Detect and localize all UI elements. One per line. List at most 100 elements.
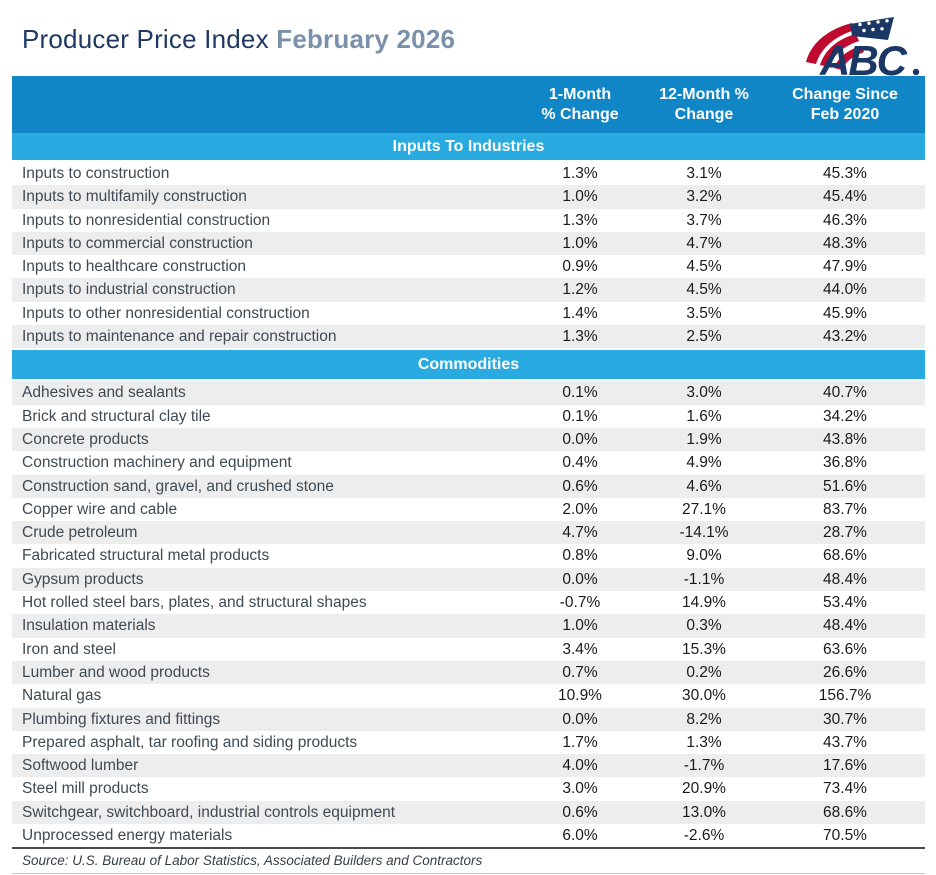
row-value: 48.4% (823, 570, 867, 588)
row-value: 3.1% (686, 165, 722, 182)
row-value: 51.6% (823, 477, 867, 495)
row-label: Inputs to maintenance and repair constru… (22, 328, 337, 346)
row-value: 0.2% (686, 663, 722, 681)
table-row: Inputs to commercial construction 1.0% 4.7… (12, 231, 925, 256)
row-value: -2.6% (683, 827, 725, 845)
row-label: Inputs to industrial construction (22, 281, 236, 299)
header-cell-1-month: 1-Month % Change (541, 85, 619, 123)
row-value: 63.6% (823, 640, 867, 658)
row-value: -0.7% (559, 594, 601, 612)
row-value: 0.9% (562, 258, 598, 276)
row-value: 0.6% (562, 803, 598, 821)
row-label: Crude petroleum (22, 524, 138, 542)
row-value: 46.3% (823, 211, 867, 229)
row-value: 45.4% (823, 188, 867, 206)
table-row: Steel mill products 3.0% 20.9% 73.4% (12, 777, 925, 801)
table-header-row: 1-Month % Change 12-Month % Change Chang… (12, 76, 925, 133)
row-label: Unprocessed energy materials (22, 827, 233, 845)
section-header: Inputs To Industries (12, 133, 925, 162)
row-value: 1.3% (562, 165, 598, 182)
row-value: 0.7% (562, 663, 598, 681)
row-value: 0.1% (562, 407, 598, 425)
table-row: Plumbing fixtures and fittings 0.0% 8.2% 30… (12, 707, 925, 731)
page-title-accent: February 2026 (276, 24, 456, 54)
row-value: 15.3% (682, 640, 726, 658)
row-value: 83.7% (823, 500, 867, 518)
row-label: Construction sand, gravel, and crushed s… (22, 477, 334, 495)
row-value: 1.0% (562, 617, 598, 635)
table-row: Inputs to other nonresidential construct… (12, 301, 925, 326)
row-value: 70.5% (823, 827, 867, 845)
table-bottom-rule (12, 847, 925, 850)
row-value: 10.9% (558, 687, 602, 705)
row-value: 45.3% (823, 165, 867, 182)
table-row: Gypsum products 0.0% -1.1% 48.4% (12, 567, 925, 592)
row-value: 43.2% (823, 328, 867, 346)
row-label: Lumber and wood products (22, 663, 210, 681)
row-label: Construction machinery and equipment (22, 454, 292, 472)
row-label: Fabricated structural metal products (22, 547, 270, 565)
ppi-table: 1-Month % Change 12-Month % Change Chang… (12, 76, 925, 875)
row-value: 34.2% (823, 407, 867, 425)
row-value: 6.0% (562, 827, 598, 845)
row-value: 43.8% (823, 430, 867, 448)
table-row: Crude petroleum 4.7% -14.1% 28.7% (12, 521, 925, 545)
row-value: 73.4% (823, 780, 867, 798)
row-label: Steel mill products (22, 780, 149, 798)
page-title: Producer Price Index February 2026 (22, 16, 455, 55)
row-value: 4.0% (562, 757, 598, 775)
row-value: 1.3% (562, 328, 598, 346)
row-label: Inputs to nonresidential construction (22, 211, 271, 229)
row-value: 9.0% (686, 547, 722, 565)
row-label: Adhesives and sealants (22, 384, 186, 402)
row-label: Softwood lumber (22, 757, 139, 775)
table-row: Concrete products 0.0% 1.9% 43.8% (12, 427, 925, 452)
row-value: 30.7% (823, 710, 867, 728)
table-row: Lumber and wood products 0.7% 0.2% 26.6% (12, 660, 925, 685)
table-row: Insulation materials 1.0% 0.3% 48.4% (12, 614, 925, 638)
row-value: 3.5% (686, 304, 722, 322)
row-label: Inputs to commercial construction (22, 234, 253, 252)
row-value: 14.9% (682, 594, 726, 612)
row-label: Inputs to multifamily construction (22, 188, 247, 206)
row-value: 0.6% (562, 477, 598, 495)
row-label: Plumbing fixtures and fittings (22, 710, 221, 728)
row-value: 0.8% (562, 547, 598, 565)
report-header: Producer Price Index February 2026 ABC (0, 0, 936, 82)
header-cell-12-month: 12-Month % Change (659, 85, 749, 123)
table-row: Inputs to multifamily construction 1.0% 3.… (12, 185, 925, 209)
row-label: Concrete products (22, 430, 149, 448)
row-value: 2.0% (562, 500, 598, 518)
row-label: Inputs to construction (22, 165, 170, 182)
row-label: Brick and structural clay tile (22, 407, 211, 425)
row-value: 8.2% (686, 710, 722, 728)
row-value: -1.7% (683, 757, 725, 775)
row-value: 0.0% (562, 570, 598, 588)
row-label: Gypsum products (22, 570, 144, 588)
row-label: Inputs to other nonresidential construct… (22, 304, 310, 322)
row-value: 3.4% (562, 640, 598, 658)
table-row: Inputs to healthcare construction 0.9% 4.5… (12, 255, 925, 279)
row-value: 68.6% (823, 547, 867, 565)
row-value: 1.3% (686, 733, 722, 751)
row-value: 3.0% (562, 780, 598, 798)
row-value: 3.7% (686, 211, 722, 229)
row-value: -1.1% (683, 570, 725, 588)
table-row: Construction machinery and equipment 0.4%… (12, 451, 925, 475)
table-row: Hot rolled steel bars, plates, and struc… (12, 591, 925, 615)
row-value: 43.7% (823, 733, 867, 751)
row-value: -14.1% (679, 524, 729, 542)
table-row: Copper wire and cable 2.0% 27.1% 83.7% (12, 497, 925, 522)
row-label: Iron and steel (22, 640, 116, 658)
table-row: Switchgear, switchboard, industrial cont… (12, 800, 925, 825)
table-row: Iron and steel 3.4% 15.3% 63.6% (12, 637, 925, 661)
page-title-main: Producer Price Index (22, 24, 269, 54)
row-value: 1.6% (686, 407, 722, 425)
row-value: 4.7% (562, 524, 598, 542)
row-value: 47.9% (823, 258, 867, 276)
table-row: Construction sand, gravel, and crushed s… (12, 474, 925, 498)
row-value: 17.6% (823, 757, 867, 775)
row-value: 4.6% (686, 477, 722, 495)
row-value: 27.1% (682, 500, 726, 518)
row-value: 1.4% (562, 304, 598, 322)
